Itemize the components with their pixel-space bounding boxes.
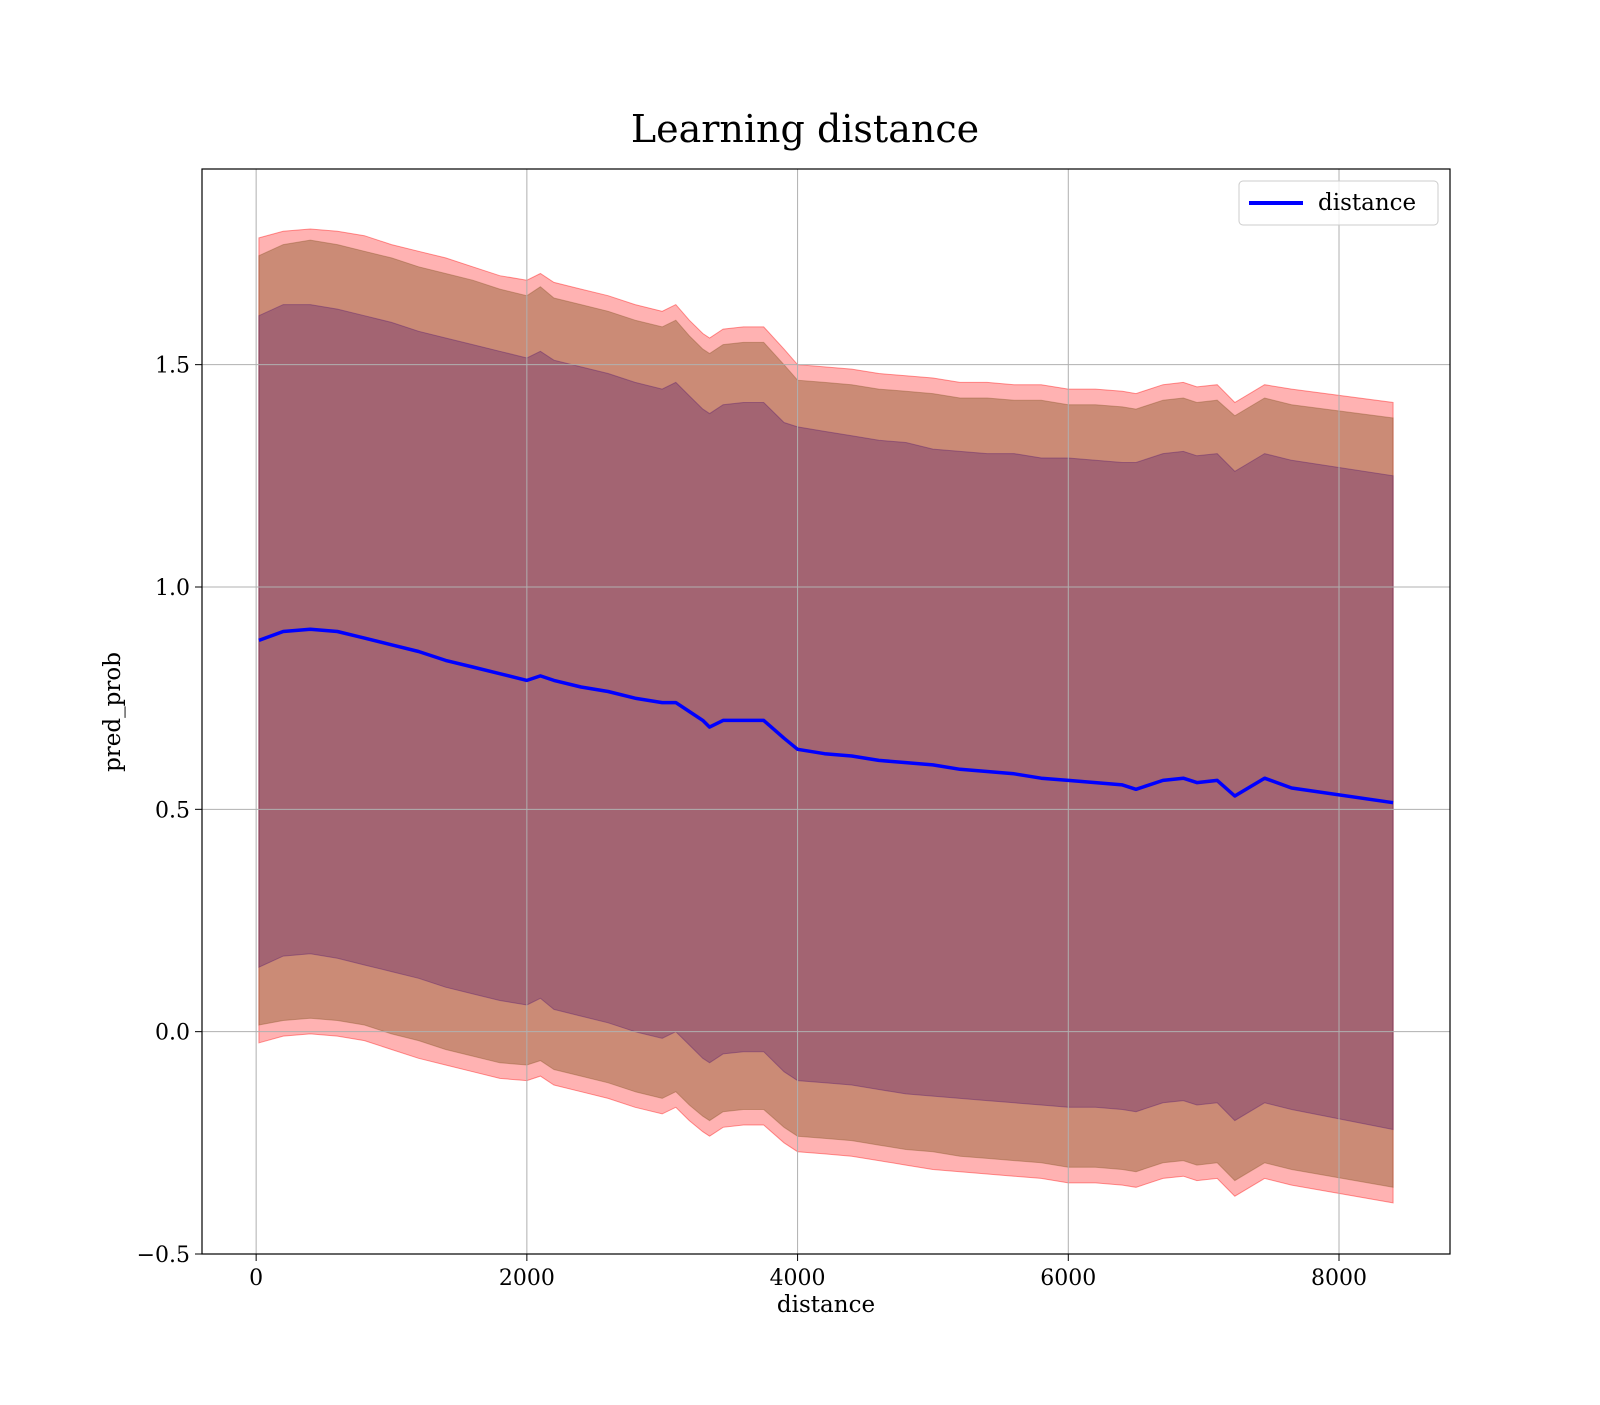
series-line-distance xyxy=(258,627,1394,805)
y-axis-ticks: −0.5 0.0 0.5 1.0 1.5 xyxy=(137,354,202,1268)
legend-box xyxy=(1238,180,1439,226)
band-inner xyxy=(258,304,1394,1131)
y-tick-label: 0.0 xyxy=(155,1021,190,1046)
x-tick-label: 0 xyxy=(249,1266,263,1291)
confidence-bands xyxy=(258,228,1394,1204)
x-axis-ticks: 0 2000 4000 6000 8000 xyxy=(249,1254,1367,1291)
plot-area-frame xyxy=(201,168,1451,1255)
y-tick-label: 0.5 xyxy=(155,798,190,823)
x-tick-label: 2000 xyxy=(499,1266,555,1291)
y-tick-label: 1.5 xyxy=(155,354,190,379)
y-tick-label: −0.5 xyxy=(137,1243,190,1268)
x-tick-label: 4000 xyxy=(770,1266,826,1291)
band-outer xyxy=(258,228,1394,1204)
x-axis-label: distance xyxy=(777,1292,875,1318)
y-tick-label: 1.0 xyxy=(155,576,190,601)
x-tick-label: 6000 xyxy=(1040,1266,1096,1291)
x-tick-label: 8000 xyxy=(1311,1266,1367,1291)
legend: distance xyxy=(1238,180,1439,226)
line-layer xyxy=(258,627,1394,805)
legend-entry-distance: distance xyxy=(1318,190,1416,216)
y-axis-label: pred_prob xyxy=(100,652,126,772)
band-middle xyxy=(258,239,1394,1188)
chart-title: Learning distance xyxy=(631,107,979,151)
